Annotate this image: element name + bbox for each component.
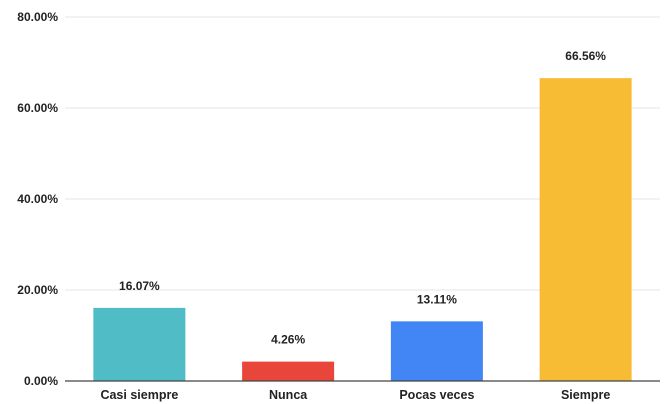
- x-axis-labels: Casi siempre Nunca Pocas veces Siempre: [100, 388, 610, 402]
- y-tick-label: 80.00%: [17, 10, 58, 24]
- category-label: Nunca: [269, 388, 308, 402]
- bar: [539, 78, 632, 381]
- data-labels: 16.07% 4.26% 13.11% 66.56%: [119, 49, 606, 346]
- y-tick-label: 40.00%: [17, 192, 58, 206]
- category-label: Siempre: [561, 388, 610, 402]
- bar: [390, 321, 483, 381]
- bars: [93, 78, 632, 381]
- bar: [242, 361, 335, 381]
- data-label: 13.11%: [417, 292, 457, 306]
- bar: [93, 307, 186, 381]
- y-tick-label: 20.00%: [17, 283, 58, 297]
- y-tick-label: 60.00%: [17, 101, 58, 115]
- category-label: Casi siempre: [100, 388, 178, 402]
- data-label: 16.07%: [119, 279, 160, 293]
- category-label: Pocas veces: [399, 388, 474, 402]
- y-tick-label: 0.00%: [24, 374, 58, 388]
- data-label: 4.26%: [271, 333, 305, 347]
- data-label: 66.56%: [565, 49, 606, 63]
- y-axis-ticks: 0.00% 20.00% 40.00% 60.00% 80.00%: [17, 10, 58, 388]
